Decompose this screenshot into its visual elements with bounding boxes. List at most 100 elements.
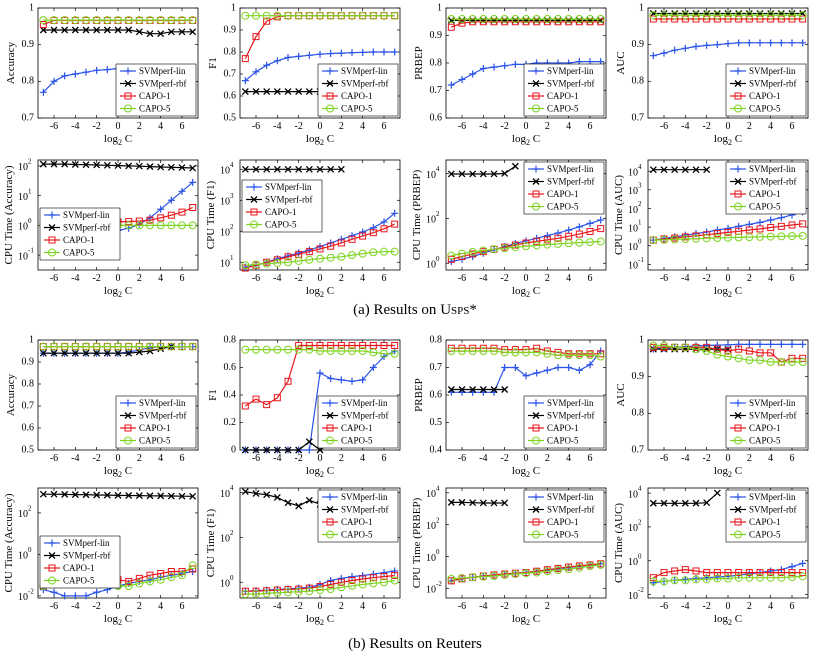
- x-tick-label: 6: [790, 121, 795, 132]
- data-point: [82, 161, 90, 169]
- series-CAPO-1: [649, 566, 807, 582]
- data-point: [671, 567, 679, 575]
- y-tick-label: 10: [220, 489, 230, 500]
- data-point: [326, 585, 335, 594]
- legend-marker: [734, 424, 742, 432]
- data-point: [50, 160, 58, 168]
- data-point: [575, 366, 583, 374]
- data-point: [713, 41, 721, 49]
- x-tick-label: 2: [747, 601, 752, 612]
- data-point: [660, 166, 668, 174]
- data-point: [156, 221, 165, 230]
- data-point: [327, 580, 335, 588]
- data-point: [490, 499, 498, 507]
- y-tick-label: 10: [426, 521, 436, 532]
- legend-marker: [734, 518, 742, 526]
- data-point: [543, 366, 551, 374]
- x-tick-label: 4: [566, 453, 571, 464]
- y-tick-label: 10: [18, 509, 28, 520]
- legend-marker: [124, 80, 132, 87]
- data-point: [369, 364, 377, 371]
- data-point: [391, 342, 399, 349]
- x-tick-label: -6: [252, 453, 260, 464]
- x-tick-label: 2: [545, 273, 550, 284]
- legend-marker: [124, 399, 132, 407]
- data-point: [305, 88, 313, 96]
- data-point: [756, 340, 764, 348]
- data-point: [575, 238, 584, 247]
- data-point: [189, 164, 197, 172]
- data-point: [458, 15, 466, 23]
- x-tick-label: 2: [747, 453, 752, 464]
- data-point: [533, 237, 541, 245]
- data-point: [252, 165, 260, 173]
- data-point: [532, 348, 541, 357]
- x-tick-label: -4: [273, 453, 281, 464]
- legend-entry: SVMperf-lin: [341, 398, 388, 408]
- legend-entry: SVMperf-rbf: [341, 411, 389, 421]
- data-point: [564, 351, 573, 360]
- data-point: [735, 39, 743, 47]
- data-point: [745, 15, 753, 23]
- data-point: [241, 261, 250, 270]
- legend-box: [115, 395, 197, 449]
- legend-marker: [734, 530, 742, 539]
- series-CAPO-5: [241, 576, 399, 599]
- data-point: [788, 358, 796, 366]
- data-point: [532, 568, 541, 577]
- data-point: [681, 11, 690, 20]
- legend-entry: SVMperf-lin: [139, 398, 186, 408]
- y-tick-label: 10: [18, 592, 28, 603]
- x-tick-label: 2: [339, 121, 344, 132]
- series-SVMperf-lin: [649, 39, 807, 60]
- x-tick-label: -2: [702, 121, 710, 132]
- x-tick-label: 2: [339, 273, 344, 284]
- data-point: [295, 52, 303, 60]
- y-tick-label: 1: [29, 2, 34, 13]
- data-point: [124, 221, 133, 230]
- data-point: [575, 223, 583, 231]
- legend-marker: [734, 506, 742, 513]
- data-point: [586, 361, 594, 369]
- data-point: [799, 559, 807, 567]
- x-tick-label: 6: [588, 601, 593, 612]
- legend-entry: CAPO-1: [547, 91, 579, 101]
- data-point: [798, 231, 807, 240]
- data-point: [390, 247, 399, 256]
- legend-box: [725, 63, 807, 117]
- data-point: [703, 499, 711, 507]
- legend-entry: CAPO-5: [547, 202, 579, 212]
- y-tick-exponent: 3: [230, 192, 234, 200]
- x-axis-label-sub: 2: [320, 618, 324, 627]
- data-point: [305, 587, 314, 596]
- y-tick-label: 10: [426, 553, 436, 564]
- data-point: [50, 77, 58, 85]
- legend-entry: SVMperf-rbf: [749, 79, 797, 89]
- data-point: [93, 161, 101, 169]
- series-SVMperf-rbf: [649, 166, 711, 174]
- data-point: [469, 499, 477, 507]
- data-point: [713, 345, 721, 353]
- data-point: [586, 562, 594, 571]
- x-axis-label-var: C: [732, 465, 742, 477]
- data-point: [273, 494, 281, 501]
- data-point: [71, 342, 80, 351]
- x-tick-label: 6: [382, 121, 387, 132]
- data-point: [273, 394, 281, 402]
- data-point: [586, 15, 594, 23]
- data-point: [146, 342, 154, 351]
- data-point: [167, 196, 175, 204]
- data-point: [724, 233, 732, 242]
- data-point: [767, 15, 775, 23]
- data-point: [692, 499, 700, 507]
- x-axis-label: log2 C: [714, 465, 742, 479]
- legend-box: [39, 207, 121, 261]
- data-point: [273, 258, 282, 267]
- data-point: [135, 16, 144, 25]
- y-tick-label: 0.7: [632, 112, 645, 123]
- data-point: [447, 255, 455, 263]
- y-tick-label: 0.7: [22, 112, 35, 123]
- data-point: [103, 491, 111, 499]
